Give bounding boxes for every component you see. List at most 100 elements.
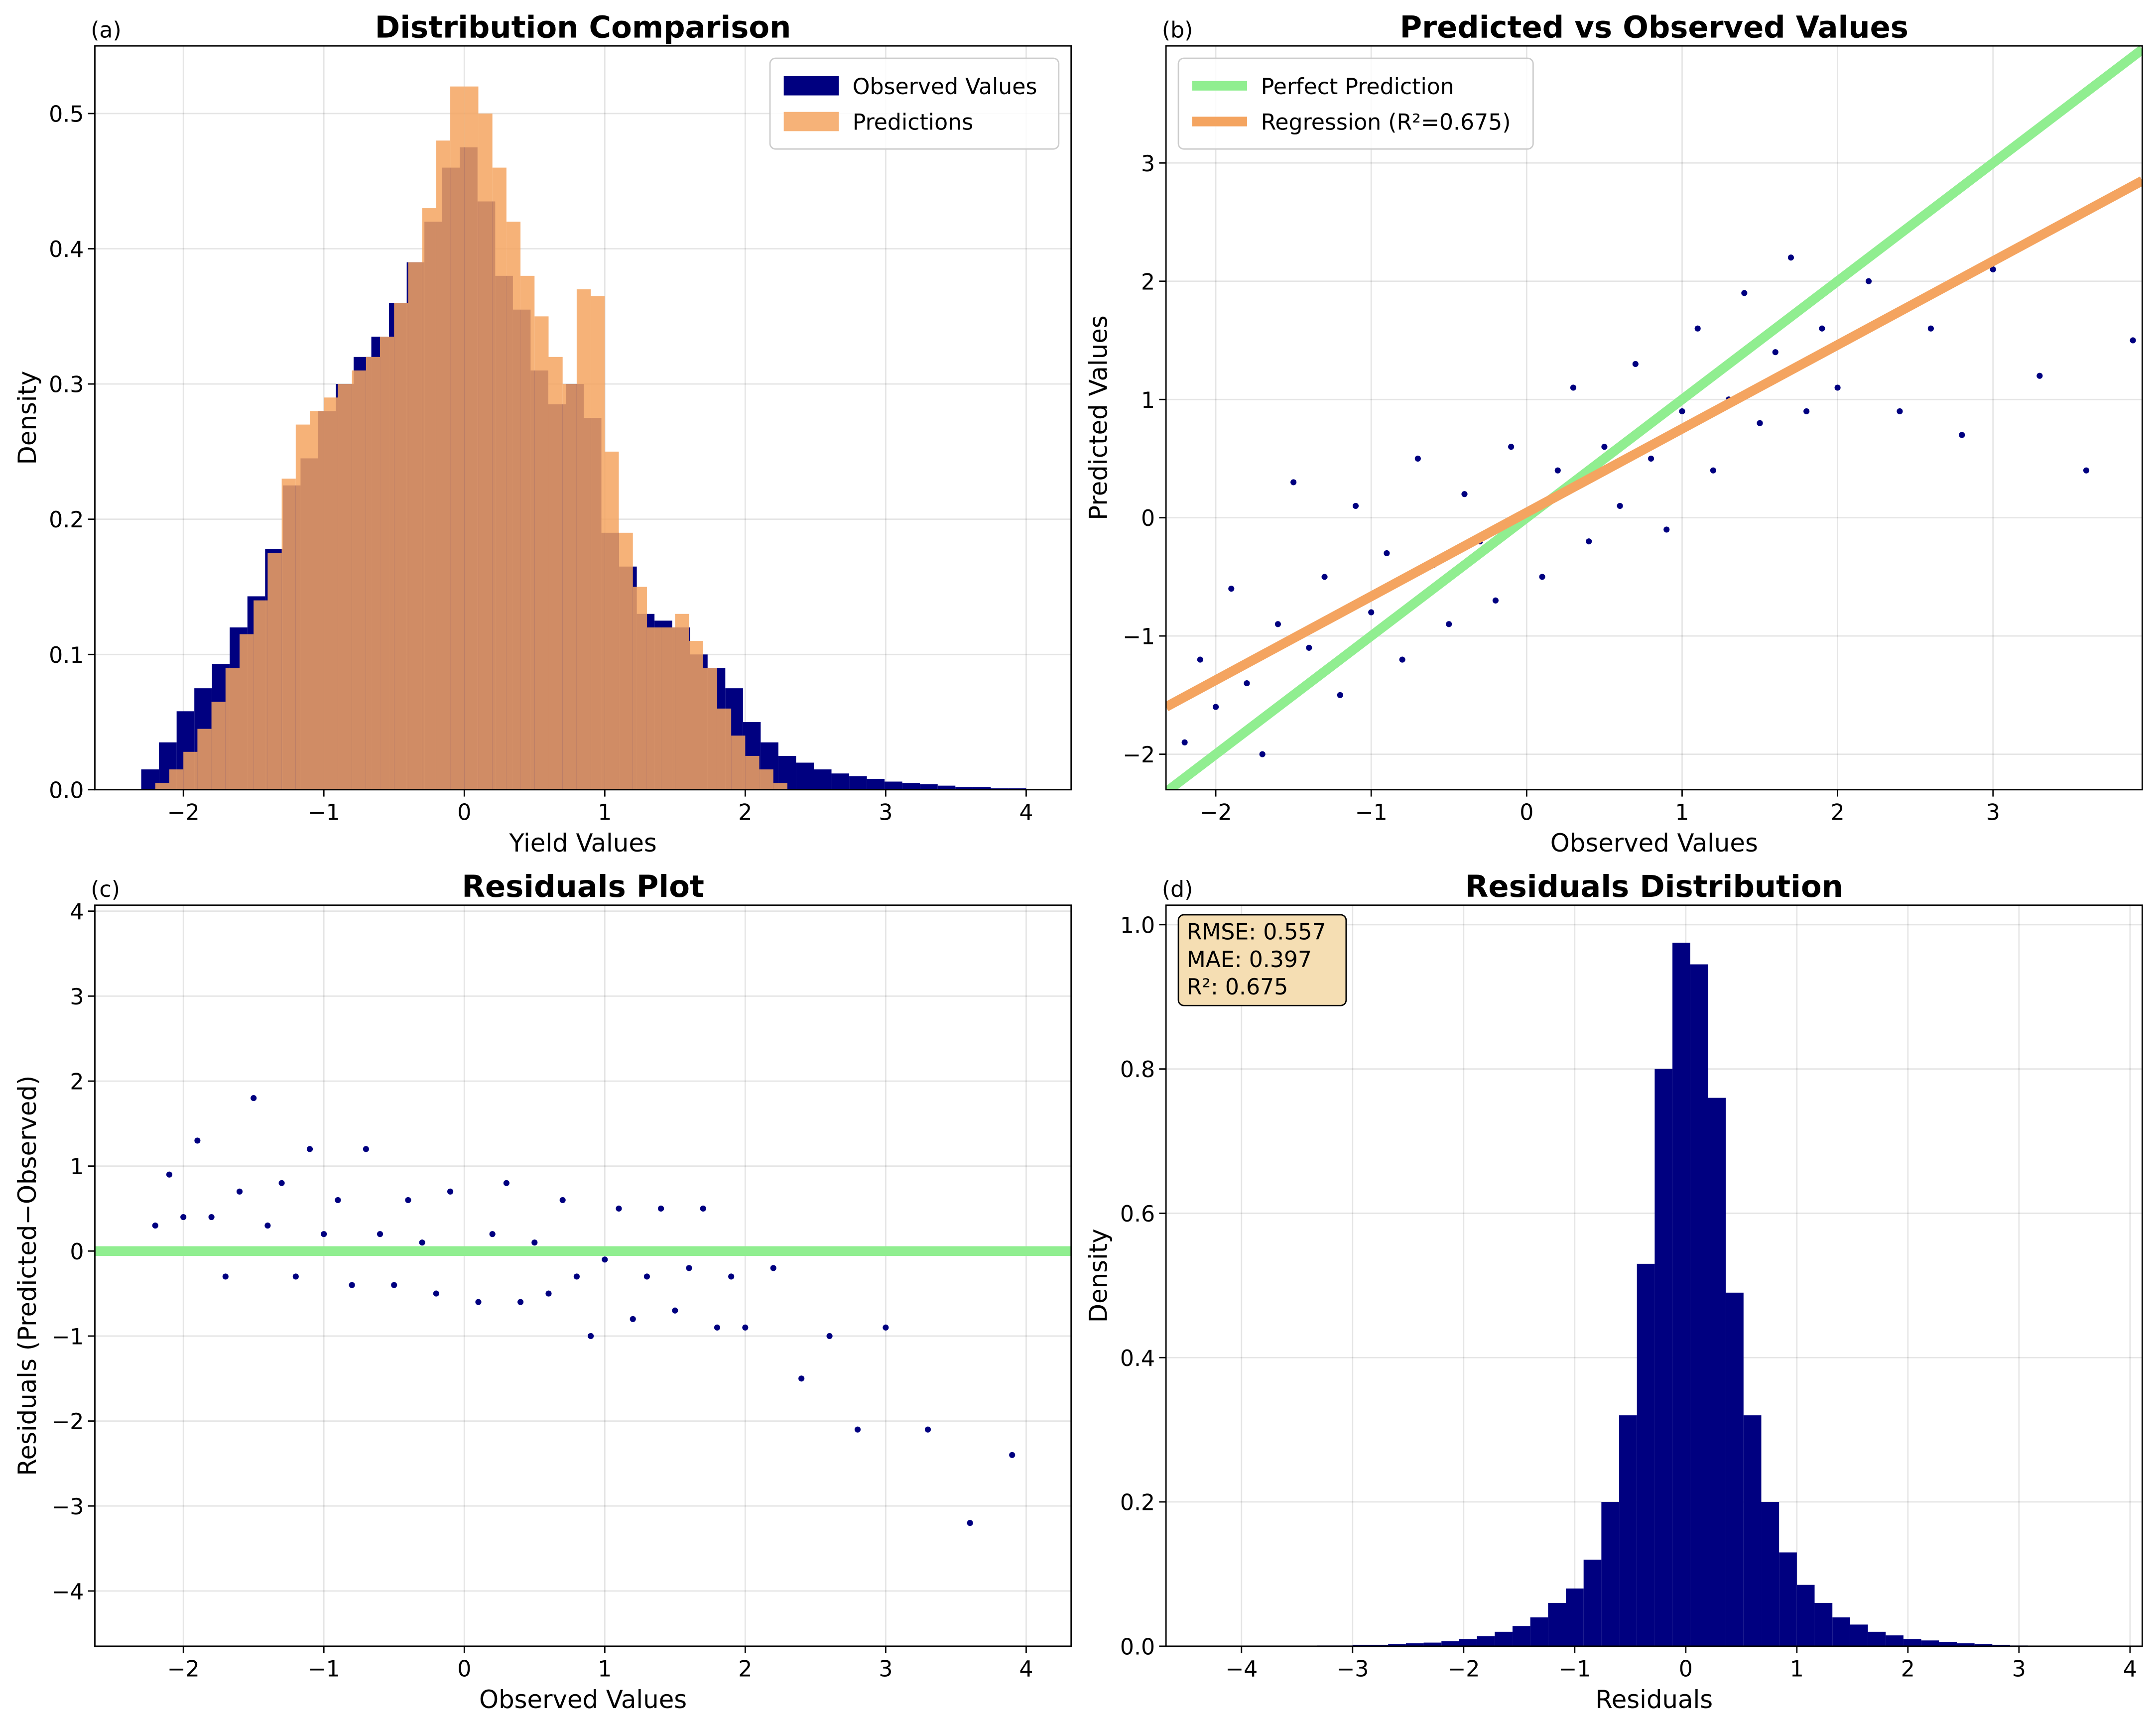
bar [1441, 1641, 1459, 1646]
bar [267, 553, 282, 790]
axes-frame [94, 904, 1072, 1647]
bar [562, 384, 577, 790]
bar [338, 384, 352, 790]
x-tick-label: −1 [1355, 800, 1388, 826]
x-tick-label: −2 [167, 800, 200, 826]
bar [281, 479, 296, 790]
point [1927, 325, 1934, 332]
point [1586, 538, 1592, 545]
point [1679, 408, 1685, 415]
x-tick-label: 0 [457, 800, 471, 826]
bar [703, 668, 717, 790]
point [1414, 455, 1421, 462]
chart-title: Predicted vs Observed Values [1400, 10, 1908, 45]
y-tick-label: 1 [70, 1154, 84, 1180]
bar [1903, 1639, 1921, 1646]
point [826, 1333, 833, 1340]
bar [394, 303, 408, 790]
bar [1779, 1552, 1797, 1646]
point [306, 1146, 313, 1152]
legend-label: Regression (R²=0.675) [1261, 110, 1511, 135]
bar [1477, 1636, 1495, 1646]
stats-text: R²: 0.675 [1187, 975, 1288, 1000]
point [264, 1223, 271, 1229]
y-tick-label: 0 [70, 1239, 84, 1265]
bar [885, 781, 902, 790]
y-tick-label: 1 [1141, 388, 1155, 413]
bar [675, 614, 689, 790]
point [1648, 455, 1654, 462]
point [1461, 491, 1468, 497]
point [545, 1290, 552, 1297]
y-tick-label: 2 [70, 1070, 84, 1095]
x-tick-label: 0 [457, 1657, 471, 1682]
x-tick-label: 1 [598, 800, 612, 826]
bar [155, 783, 169, 790]
bar [955, 787, 973, 790]
point [658, 1205, 664, 1212]
point [489, 1231, 496, 1237]
bar [759, 769, 773, 790]
x-tick-label: −3 [1336, 1657, 1369, 1682]
x-tick-label: 3 [1986, 800, 2000, 826]
plot-area [95, 1095, 1071, 1526]
bar [548, 357, 563, 790]
line [1166, 176, 2143, 712]
y-tick-label: 0.4 [49, 237, 84, 262]
point [883, 1324, 889, 1331]
panel-label: (c) [91, 877, 120, 902]
y-tick-label: 0.0 [49, 778, 84, 803]
point [1181, 739, 1188, 745]
bar [1850, 1624, 1868, 1646]
bar [1672, 943, 1690, 1646]
bar [295, 424, 310, 790]
bar [796, 762, 814, 790]
bar [1726, 1292, 1744, 1646]
chart-title: Residuals Plot [462, 869, 704, 904]
bar [183, 751, 198, 790]
x-tick-label: −4 [1225, 1657, 1258, 1682]
bar [831, 773, 850, 790]
bar [867, 779, 885, 790]
y-tick-label: 1.0 [1120, 913, 1155, 938]
point [630, 1316, 636, 1322]
stats-text: RMSE: 0.557 [1187, 920, 1326, 945]
bar [1939, 1642, 1957, 1646]
bar [1868, 1631, 1886, 1646]
point [1897, 408, 1903, 415]
bar [1761, 1502, 1779, 1646]
point [714, 1324, 721, 1331]
x-tick-label: 1 [1675, 800, 1689, 826]
bar [1583, 1559, 1602, 1646]
plot-area [1166, 46, 2143, 790]
axes-frame [1165, 45, 2143, 791]
x-tick-label: 1 [1790, 1657, 1804, 1682]
point [1259, 751, 1266, 757]
point [1384, 550, 1390, 556]
point [728, 1273, 735, 1280]
point [433, 1290, 439, 1297]
point [1539, 574, 1545, 580]
legend-label: Perfect Prediction [1261, 74, 1454, 100]
legend-label: Predictions [853, 110, 973, 135]
point [1306, 644, 1312, 651]
point [531, 1239, 538, 1246]
x-tick-label: −1 [308, 1657, 340, 1682]
bar [1370, 1644, 1389, 1646]
point [208, 1214, 215, 1221]
bar [1956, 1643, 1975, 1646]
y-tick-label: 4 [70, 899, 84, 925]
point [1228, 586, 1235, 592]
bar [352, 370, 366, 790]
x-tick-label: 2 [738, 1657, 752, 1682]
bar [646, 627, 661, 790]
bar [380, 337, 394, 790]
point [2036, 372, 2043, 379]
point [616, 1205, 622, 1212]
x-tick-label: −2 [1447, 1657, 1480, 1682]
bar [478, 113, 493, 790]
x-tick-label: 0 [1679, 1657, 1693, 1682]
chart-title: Residuals Distribution [1465, 869, 1843, 904]
bar [1512, 1626, 1530, 1646]
point [1492, 597, 1499, 604]
